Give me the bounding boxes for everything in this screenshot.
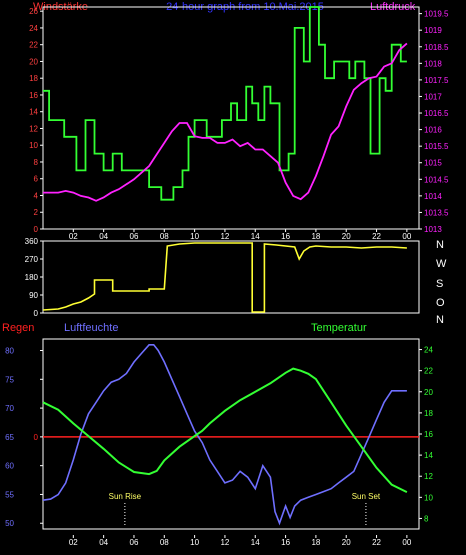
temperature-tick-label: 22 — [424, 367, 433, 376]
wind-tick-label: 14 — [29, 108, 38, 117]
time-axis-top-label: 18 — [311, 232, 320, 241]
wind-tick-label: 18 — [29, 74, 38, 83]
wind-tick-label: 0 — [34, 225, 39, 234]
pressure-tick-label: 1018 — [424, 59, 442, 68]
temperature-axis-title: Temperatur — [311, 322, 367, 334]
pressure-tick-label: 1015 — [424, 159, 442, 168]
plot-lines — [42, 6, 419, 526]
humidity-tick-label: 50 — [5, 519, 14, 528]
compass-label: N — [436, 314, 444, 326]
temperature-tick-label: 16 — [424, 430, 433, 439]
wind-tick-label: 12 — [29, 124, 38, 133]
time-axis-top-label: 22 — [372, 232, 381, 241]
wind-tick-label: 10 — [29, 141, 38, 150]
time-axis-bottom-label: 20 — [342, 538, 351, 547]
time-axis-bottom-label: 00 — [402, 538, 411, 547]
humidity-tick-label: 75 — [5, 375, 14, 384]
time-axis-bottom-label: 22 — [372, 538, 381, 547]
direction-tick-label: 270 — [25, 255, 39, 264]
time-axis-bottom-label: 18 — [311, 538, 320, 547]
pressure-tick-label: 1014.5 — [424, 175, 449, 184]
wind-tick-label: 26 — [29, 7, 38, 16]
pressure-tick-label: 1013 — [424, 225, 442, 234]
direction-tick-label: 360 — [25, 237, 39, 246]
sun-marker-label: Sun Set — [352, 492, 381, 501]
time-axis-bottom-label: 02 — [69, 538, 78, 547]
time-axis-top-label: 16 — [281, 232, 290, 241]
pressure-tick-label: 1014 — [424, 192, 442, 201]
compass-label: O — [436, 297, 445, 309]
pressure-tick-label: 1017 — [424, 92, 442, 101]
time-axis-top-label: 10 — [190, 232, 199, 241]
time-axis-bottom-label: 06 — [130, 538, 139, 547]
wind-tick-label: 20 — [29, 57, 38, 66]
time-axis-top-label: 12 — [220, 232, 229, 241]
wind-tick-label: 16 — [29, 91, 38, 100]
time-axis-top-label: 06 — [130, 232, 139, 241]
wind-tick-label: 24 — [29, 24, 38, 33]
wind-tick-label: 2 — [34, 208, 39, 217]
time-axis-top-label: 02 — [69, 232, 78, 241]
pressure-tick-label: 1016.5 — [424, 109, 449, 118]
pressure-tick-label: 1016 — [424, 126, 442, 135]
time-axis-top-label: 00 — [402, 232, 411, 241]
rain-axis-title: Regen — [2, 322, 34, 334]
temperature-line — [42, 367, 408, 493]
humidity-tick-label: 60 — [5, 462, 14, 471]
humidity-tick-label: 65 — [5, 433, 14, 442]
wind-direction-line — [42, 242, 407, 313]
temperature-tick-label: 18 — [424, 409, 433, 418]
compass-label: W — [436, 258, 447, 270]
temperature-tick-label: 8 — [424, 514, 429, 523]
time-axis-bottom-label: 08 — [160, 538, 169, 547]
humidity-tick-label: 55 — [5, 490, 14, 499]
sun-marker-label: Sun Rise — [109, 492, 142, 501]
time-axis-bottom-label: 04 — [99, 538, 108, 547]
pressure-tick-label: 1017.5 — [424, 76, 449, 85]
humidity-axis-title: Luftfeuchte — [64, 322, 118, 334]
time-axis-top-label: 08 — [160, 232, 169, 241]
humidity-tick-label: 80 — [5, 347, 14, 356]
wind-pressure-frame — [42, 6, 420, 230]
time-axis-bottom-label: 12 — [220, 538, 229, 547]
wind-tick-label: 4 — [34, 191, 39, 200]
rain-tick-label: 0 — [34, 433, 39, 442]
time-axis-bottom-label: 10 — [190, 538, 199, 547]
wind-speed-line — [43, 6, 407, 201]
time-axis-top-label: 20 — [342, 232, 351, 241]
pressure-tick-label: 1019 — [424, 26, 442, 35]
compass-label: S — [436, 278, 443, 290]
compass-label: N — [436, 239, 444, 251]
direction-tick-label: 180 — [25, 273, 39, 282]
pressure-tick-label: 1018.5 — [424, 43, 449, 52]
direction-tick-label: 0 — [34, 309, 39, 318]
wind-tick-label: 22 — [29, 41, 38, 50]
humidity-tick-label: 70 — [5, 404, 14, 413]
pressure-tick-label: 1013.5 — [424, 208, 449, 217]
pressure-tick-label: 1015.5 — [424, 142, 449, 151]
wind-tick-label: 8 — [34, 158, 39, 167]
direction-tick-label: 90 — [29, 291, 38, 300]
time-axis-bottom-label: 14 — [251, 538, 260, 547]
time-axis-bottom-label: 16 — [281, 538, 290, 547]
humidity-line — [42, 344, 407, 526]
time-axis-top-label: 14 — [251, 232, 260, 241]
temperature-tick-label: 12 — [424, 472, 433, 481]
temperature-tick-label: 10 — [424, 493, 433, 502]
pressure-tick-label: 1019.5 — [424, 10, 449, 19]
annotations: Sun Rise Sun Set — [109, 492, 381, 527]
temperature-tick-label: 20 — [424, 388, 433, 397]
pressure-line — [43, 42, 408, 202]
time-axis-top-label: 04 — [99, 232, 108, 241]
wind-tick-label: 6 — [34, 175, 39, 184]
temperature-tick-label: 14 — [424, 451, 433, 460]
temperature-tick-label: 24 — [424, 346, 433, 355]
